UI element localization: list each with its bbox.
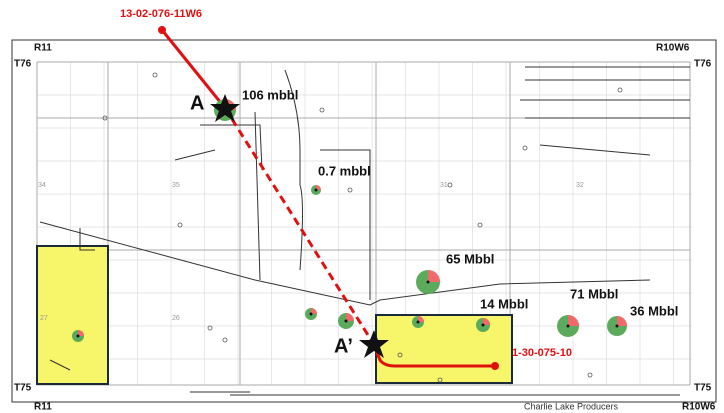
range-label: R10W6 bbox=[682, 402, 716, 413]
well-label: 1-30-075-10 bbox=[512, 347, 572, 359]
section-number: 32 bbox=[576, 182, 584, 189]
volume-label: 0.7 mbbl bbox=[318, 163, 371, 178]
well-symbol bbox=[617, 87, 623, 93]
well-symbol bbox=[319, 107, 325, 113]
star-marker bbox=[359, 330, 389, 358]
well-dot bbox=[615, 324, 619, 328]
well-dot bbox=[481, 323, 485, 327]
township-label: T76 bbox=[694, 59, 712, 70]
well-symbol bbox=[522, 145, 528, 151]
well-toe bbox=[491, 362, 499, 370]
section-number: 27 bbox=[40, 315, 48, 322]
bubble-wedge bbox=[617, 316, 627, 326]
volume-label: 106 mbbl bbox=[242, 87, 298, 102]
volume-label: 36 Mbbl bbox=[630, 303, 678, 318]
township-label: T75 bbox=[14, 383, 32, 394]
volume-label: 65 Mbbl bbox=[446, 251, 494, 266]
well-symbol bbox=[347, 187, 353, 193]
well-dot bbox=[314, 188, 318, 192]
well-dot bbox=[309, 312, 313, 316]
well-label: 13-02-076-11W6 bbox=[120, 8, 202, 20]
well-symbol bbox=[222, 337, 228, 343]
section-number: 35 bbox=[172, 182, 180, 189]
volume-label: 14 Mbbl bbox=[480, 296, 528, 311]
bubble-wedge bbox=[78, 330, 84, 336]
well-symbol bbox=[437, 377, 443, 383]
bubble-wedge bbox=[483, 318, 490, 325]
range-label: R11 bbox=[34, 43, 52, 54]
highlight-area bbox=[36, 245, 109, 385]
bubble-wedge bbox=[568, 315, 579, 326]
credit: Charlie Lake Producers bbox=[524, 401, 619, 411]
highlight-area bbox=[375, 314, 513, 384]
volume-label: 71 Mbbl bbox=[570, 286, 618, 301]
point-label: A bbox=[190, 92, 204, 114]
section-number: 26 bbox=[172, 315, 180, 322]
section-number: 31 bbox=[440, 182, 448, 189]
pipelines bbox=[39, 66, 690, 396]
well-dot bbox=[566, 324, 570, 328]
well-symbol bbox=[177, 222, 183, 228]
bubble-wedge bbox=[428, 270, 440, 282]
well-dot bbox=[416, 320, 420, 324]
star-marker bbox=[210, 94, 240, 122]
well-symbol bbox=[477, 222, 483, 228]
well-symbol bbox=[207, 325, 213, 331]
well-symbol bbox=[397, 352, 403, 358]
bubble-wedge bbox=[311, 308, 317, 314]
range-label: R11 bbox=[34, 402, 52, 413]
well-dot bbox=[344, 319, 348, 323]
well-symbol bbox=[152, 72, 158, 78]
well-path bbox=[371, 342, 495, 368]
well-path bbox=[160, 29, 227, 109]
cross-section-line bbox=[223, 107, 375, 344]
map-frame bbox=[11, 39, 717, 403]
well-head bbox=[158, 26, 166, 34]
point-label: A’ bbox=[334, 335, 353, 357]
bubble-wedge bbox=[316, 185, 321, 190]
well-symbol bbox=[447, 182, 453, 188]
well-dot bbox=[76, 334, 80, 338]
township-label: T76 bbox=[14, 59, 32, 70]
well-dot bbox=[426, 280, 430, 284]
township-label: T75 bbox=[694, 383, 712, 394]
range-label: R10W6 bbox=[656, 43, 690, 54]
well-symbol bbox=[102, 115, 108, 121]
bubble-wedge bbox=[346, 313, 354, 321]
bubble-wedge bbox=[418, 316, 424, 322]
section-number: 34 bbox=[38, 182, 46, 189]
well-symbol bbox=[587, 372, 593, 378]
